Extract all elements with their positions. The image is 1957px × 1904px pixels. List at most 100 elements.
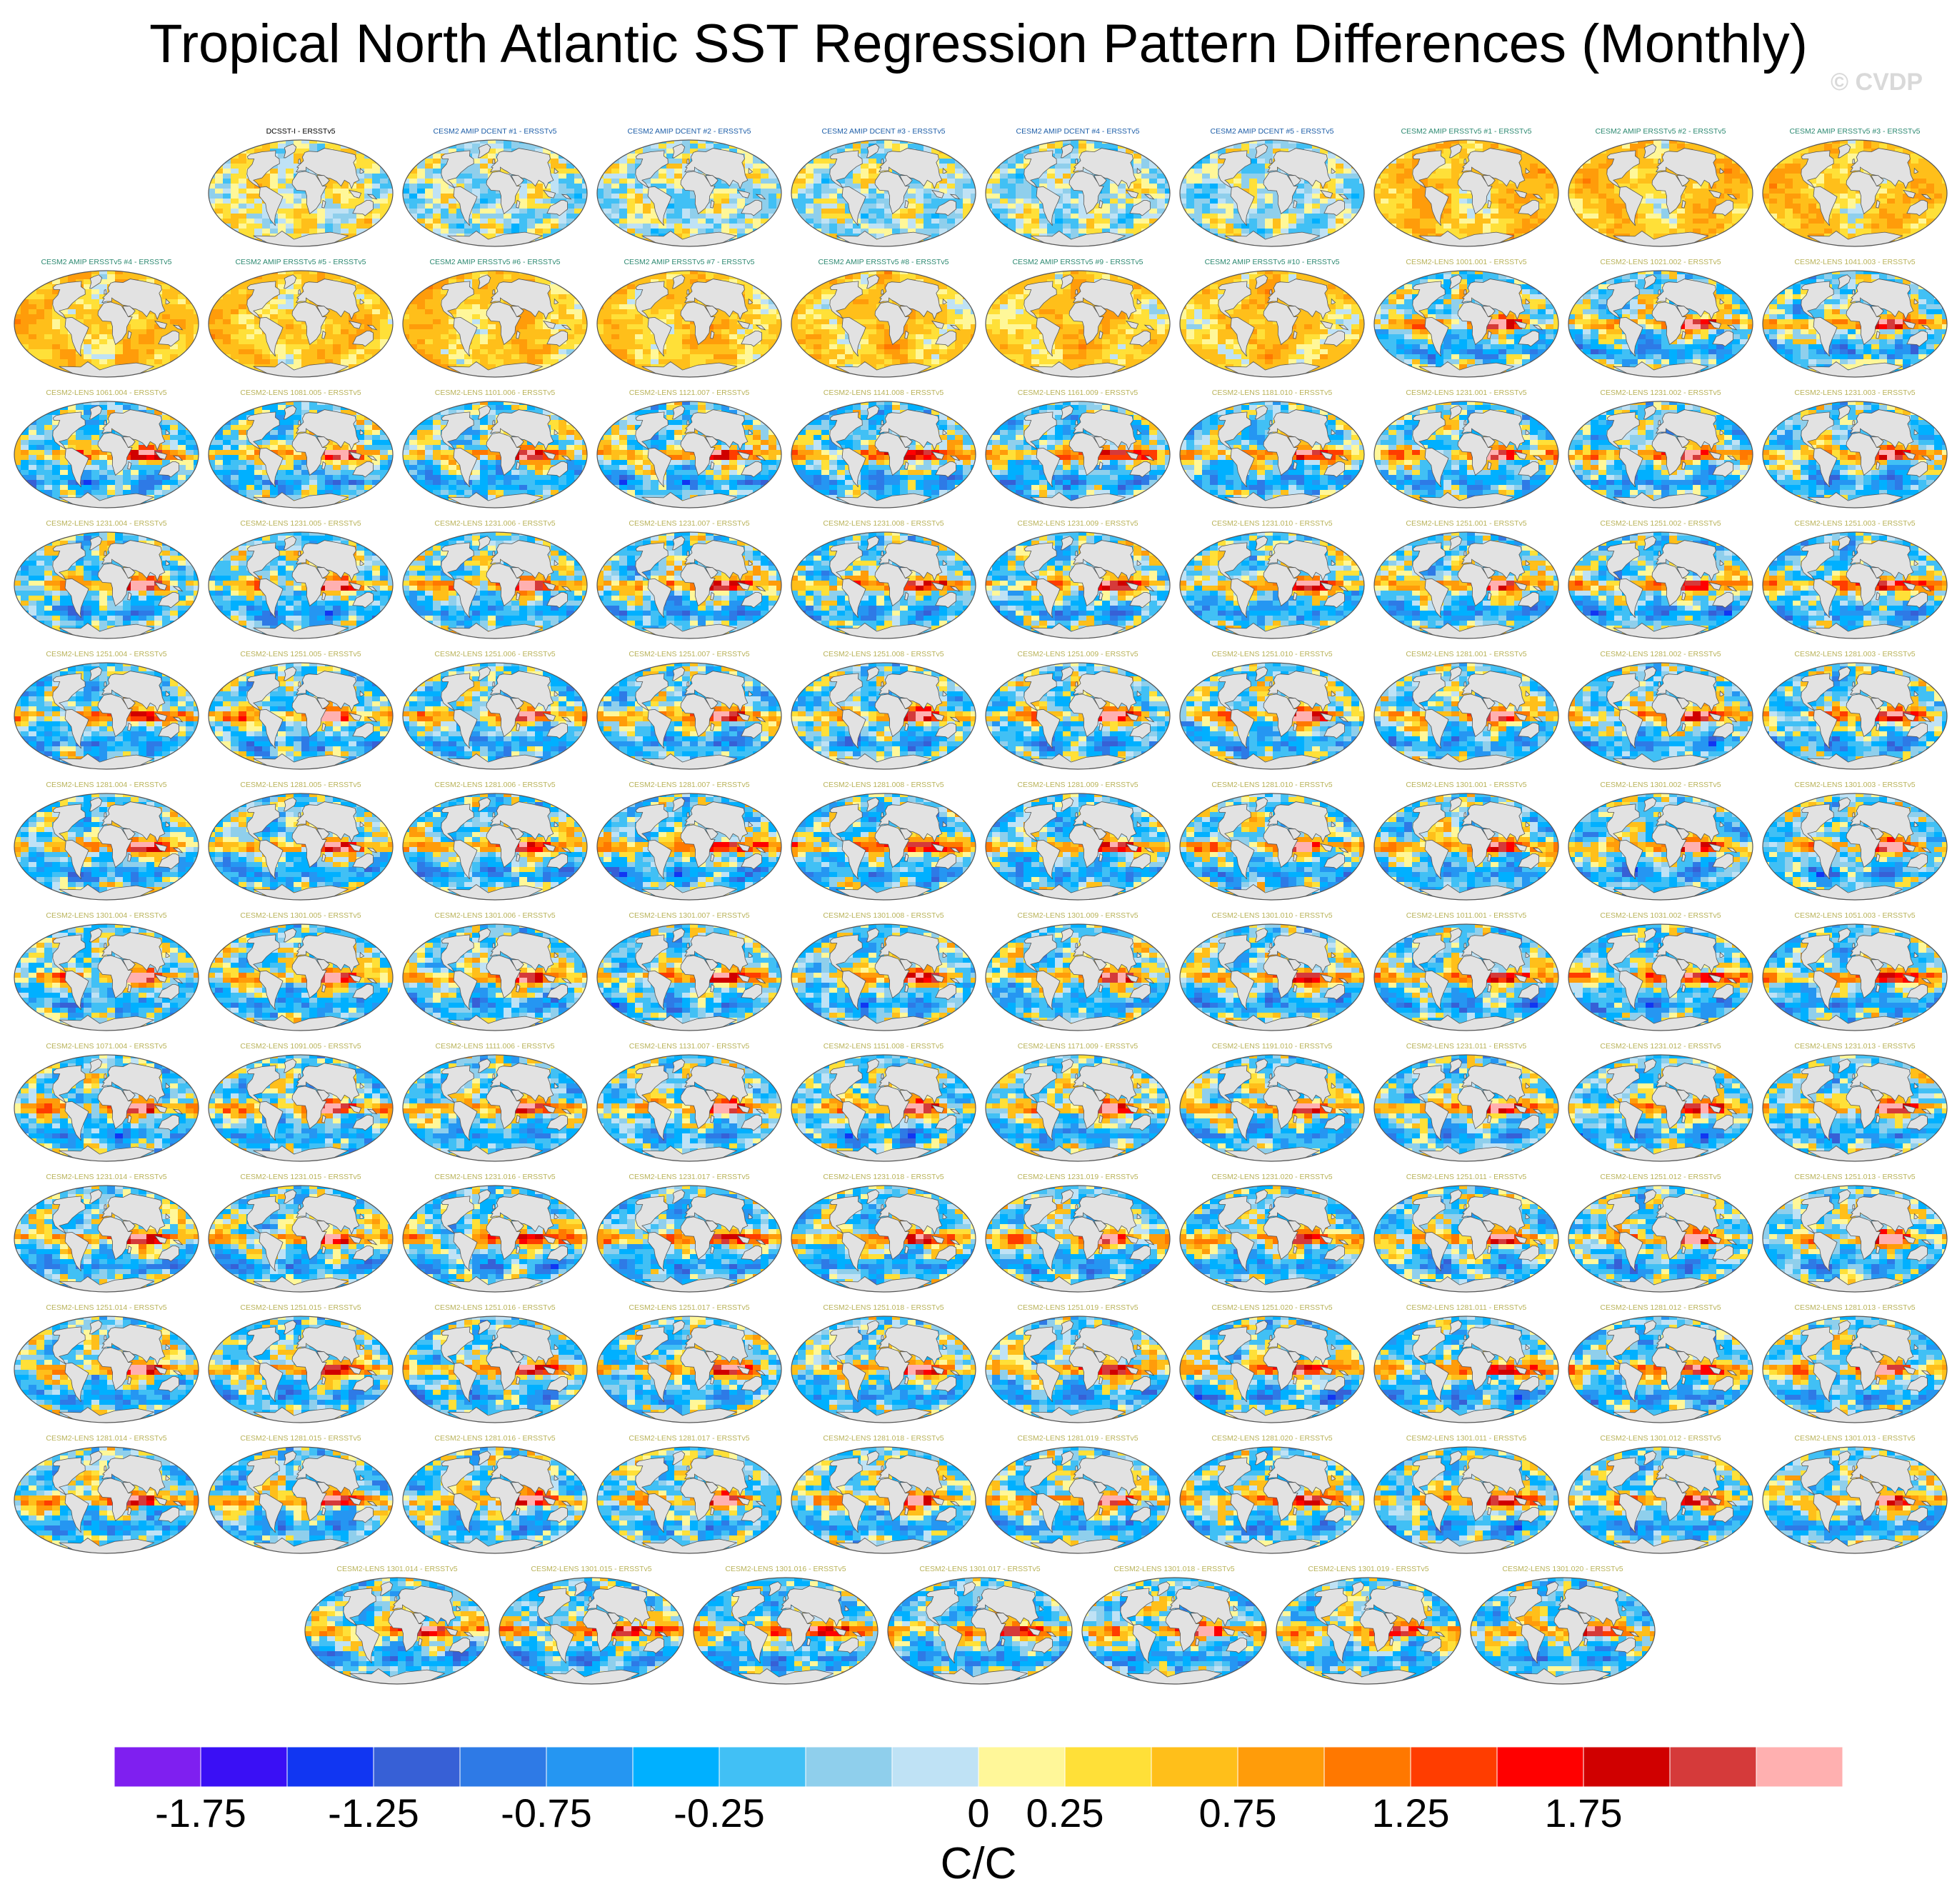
map-panel: CESM2-LENS 1031.002 - ERSSTv5 [1567, 911, 1754, 1033]
panel-title: CESM2 AMIP DCENT #5 - ERSSTv5 [1164, 127, 1380, 137]
map-plot [790, 269, 977, 379]
panel-title: CESM2-LENS 1231.019 - ERSSTv5 [970, 1173, 1186, 1183]
map-plot [13, 1184, 200, 1293]
panel-title: CESM2-LENS 1301.019 - ERSSTv5 [1261, 1565, 1476, 1575]
panel-title: CESM2 AMIP ERSSTv5 #3 - ERSSTv5 [1747, 127, 1957, 137]
map-plot [13, 1053, 200, 1163]
map-plot [1373, 139, 1560, 248]
map-panel: CESM2-LENS 1251.016 - ERSSTv5 [401, 1303, 589, 1425]
map-panel: CESM2-LENS 1281.010 - ERSSTv5 [1178, 781, 1366, 902]
panel-title: CESM2-LENS 1251.008 - ERSSTv5 [776, 650, 991, 660]
panel-title: CESM2-LENS 1251.015 - ERSSTv5 [193, 1303, 409, 1313]
panel-title: CESM2-LENS 1301.010 - ERSSTv5 [1164, 911, 1380, 921]
map-plot [984, 269, 1171, 379]
map-panel: CESM2-LENS 1001.001 - ERSSTv5 [1373, 258, 1560, 379]
panel-title: CESM2-LENS 1251.002 - ERSSTv5 [1553, 519, 1768, 529]
map-panel: CESM2-LENS 1301.008 - ERSSTv5 [790, 911, 977, 1033]
map-plot [1178, 792, 1366, 901]
map-plot [401, 269, 589, 379]
panel-title: CESM2-LENS 1301.011 - ERSSTv5 [1358, 1434, 1574, 1444]
map-panel: CESM2-LENS 1251.019 - ERSSTv5 [984, 1303, 1171, 1425]
panel-title: CESM2-LENS 1231.009 - ERSSTv5 [970, 519, 1186, 529]
map-plot [1178, 923, 1366, 1032]
panel-title: CESM2-LENS 1281.002 - ERSSTv5 [1553, 650, 1768, 660]
panel-title: CESM2 AMIP DCENT #2 - ERSSTv5 [581, 127, 797, 137]
map-plot [790, 531, 977, 640]
map-panel: CESM2-LENS 1281.013 - ERSSTv5 [1761, 1303, 1948, 1425]
map-plot [790, 1315, 977, 1424]
panel-title: CESM2-LENS 1251.005 - ERSSTv5 [193, 650, 409, 660]
map-plot [790, 139, 977, 248]
map-plot [790, 661, 977, 771]
map-panel: CESM2-LENS 1161.009 - ERSSTv5 [984, 389, 1171, 510]
map-plot [1761, 1184, 1948, 1293]
map-panel: CESM2-LENS 1281.005 - ERSSTv5 [207, 781, 394, 902]
panel-title: CESM2-LENS 1231.010 - ERSSTv5 [1164, 519, 1380, 529]
map-panel: CESM2-LENS 1231.011 - ERSSTv5 [1373, 1042, 1560, 1163]
panel-title: CESM2-LENS 1231.011 - ERSSTv5 [1358, 1042, 1574, 1052]
map-plot [13, 923, 200, 1032]
map-panel: CESM2 AMIP ERSSTv5 #8 - ERSSTv5 [790, 258, 977, 379]
map-plot [1373, 1315, 1560, 1424]
panel-title: CESM2 AMIP DCENT #1 - ERSSTv5 [387, 127, 603, 137]
panel-title: CESM2-LENS 1231.008 - ERSSTv5 [776, 519, 991, 529]
map-plot [1567, 269, 1754, 379]
map-plot [984, 661, 1171, 771]
panel-title: CESM2-LENS 1001.001 - ERSSTv5 [1358, 258, 1574, 268]
map-plot [596, 400, 783, 509]
map-panel: CESM2-LENS 1231.018 - ERSSTv5 [790, 1173, 977, 1294]
panel-title: CESM2-LENS 1041.003 - ERSSTv5 [1747, 258, 1957, 268]
panel-title: CESM2-LENS 1281.017 - ERSSTv5 [581, 1434, 797, 1444]
panel-title: CESM2-LENS 1231.001 - ERSSTv5 [1358, 389, 1574, 399]
map-panel: CESM2 AMIP ERSSTv5 #5 - ERSSTv5 [207, 258, 394, 379]
map-panel: CESM2-LENS 1231.014 - ERSSTv5 [13, 1173, 200, 1294]
panel-title: CESM2-LENS 1231.014 - ERSSTv5 [0, 1173, 214, 1183]
map-plot [596, 269, 783, 379]
panel-title: CESM2-LENS 1301.002 - ERSSTv5 [1553, 781, 1768, 791]
panel-title: CESM2-LENS 1111.006 - ERSSTv5 [387, 1042, 603, 1052]
map-plot [1761, 792, 1948, 901]
map-panel: CESM2-LENS 1151.008 - ERSSTv5 [790, 1042, 977, 1163]
map-panel: CESM2-LENS 1251.017 - ERSSTv5 [596, 1303, 783, 1425]
panel-title: CESM2-LENS 1251.010 - ERSSTv5 [1164, 650, 1380, 660]
colorbar-swatch [1670, 1747, 1756, 1787]
map-panel: CESM2-LENS 1251.018 - ERSSTv5 [790, 1303, 977, 1425]
map-panel: CESM2-LENS 1231.007 - ERSSTv5 [596, 519, 783, 641]
map-panel: CESM2-LENS 1231.012 - ERSSTv5 [1567, 1042, 1754, 1163]
map-plot [1178, 531, 1366, 640]
colorbar-tick-label: 0.75 [1199, 1790, 1277, 1835]
map-plot [1567, 923, 1754, 1032]
panel-title: CESM2-LENS 1301.016 - ERSSTv5 [678, 1565, 894, 1575]
map-plot [1567, 1315, 1754, 1424]
map-plot [790, 1184, 977, 1293]
panel-title: CESM2-LENS 1051.003 - ERSSTv5 [1747, 911, 1957, 921]
map-panel: CESM2-LENS 1251.002 - ERSSTv5 [1567, 519, 1754, 641]
map-plot [207, 139, 394, 248]
map-panel: CESM2-LENS 1281.002 - ERSSTv5 [1567, 650, 1754, 771]
map-panel: CESM2-LENS 1251.001 - ERSSTv5 [1373, 519, 1560, 641]
map-panel: CESM2-LENS 1251.009 - ERSSTv5 [984, 650, 1171, 771]
panel-title: CESM2-LENS 1281.014 - ERSSTv5 [0, 1434, 214, 1444]
panel-title: CESM2-LENS 1301.017 - ERSSTv5 [872, 1565, 1088, 1575]
panel-title: CESM2-LENS 1281.012 - ERSSTv5 [1553, 1303, 1768, 1313]
map-plot [207, 1315, 394, 1424]
map-plot [1178, 400, 1366, 509]
panel-title: CESM2-LENS 1071.004 - ERSSTv5 [0, 1042, 214, 1052]
panel-title: CESM2-LENS 1301.007 - ERSSTv5 [581, 911, 797, 921]
panel-title: CESM2-LENS 1231.006 - ERSSTv5 [387, 519, 603, 529]
map-panel: CESM2-LENS 1231.002 - ERSSTv5 [1567, 389, 1754, 510]
map-panel: CESM2-LENS 1301.007 - ERSSTv5 [596, 911, 783, 1033]
map-plot [984, 1445, 1171, 1555]
map-panel: CESM2 AMIP ERSSTv5 #6 - ERSSTv5 [401, 258, 589, 379]
map-panel: CESM2-LENS 1281.006 - ERSSTv5 [401, 781, 589, 902]
colorbar-units-label: C/C [0, 1838, 1957, 1889]
colorbar-tick-label: -1.75 [155, 1790, 246, 1835]
colorbar-swatch [114, 1747, 201, 1787]
panel-title: CESM2-LENS 1301.006 - ERSSTv5 [387, 911, 603, 921]
map-plot [596, 792, 783, 901]
map-plot [984, 923, 1171, 1032]
panel-title: CESM2 AMIP ERSSTv5 #9 - ERSSTv5 [970, 258, 1186, 268]
colorbar-swatch [546, 1747, 633, 1787]
panel-title: CESM2-LENS 1061.004 - ERSSTv5 [0, 389, 214, 399]
map-plot [790, 923, 977, 1032]
